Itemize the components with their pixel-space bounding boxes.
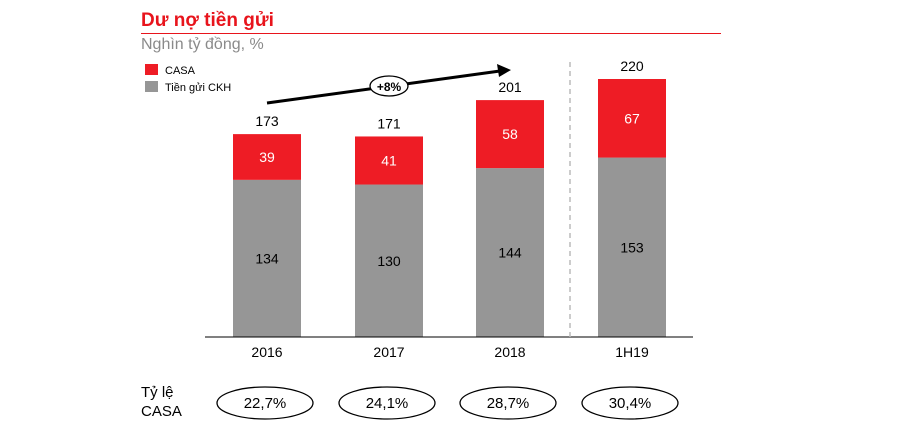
bar-segment <box>598 79 666 158</box>
title-rule <box>141 33 721 34</box>
chart-title: Dư nợ tiền gửi <box>141 10 274 31</box>
total-label: 201 <box>498 79 522 95</box>
bar-segment <box>598 157 666 337</box>
legend-label: Tiền gửi CKH <box>165 82 231 94</box>
bar-segment <box>476 100 544 169</box>
bar-segment <box>355 136 423 185</box>
segment-label: 58 <box>502 126 518 142</box>
ratio-ellipse <box>459 386 557 420</box>
segment-label: 41 <box>381 153 397 169</box>
total-label: 220 <box>620 58 644 74</box>
ratio-ellipse <box>581 386 679 420</box>
x-tick-label: 1H19 <box>615 344 649 360</box>
growth-bubble <box>369 75 409 97</box>
bar-segment <box>233 134 301 180</box>
ratio-label: Tỷ lệ <box>141 384 174 401</box>
bar-segment <box>233 179 301 337</box>
chart-subtitle: Nghìn tỷ đồng, % <box>141 36 264 53</box>
total-label: 171 <box>377 115 401 131</box>
legend-swatch <box>145 81 158 92</box>
total-label: 173 <box>255 113 279 129</box>
x-tick-label: 2018 <box>494 344 525 360</box>
segment-label: 144 <box>498 245 522 261</box>
segment-label: 67 <box>624 110 640 126</box>
ratio-value: 30,4% <box>609 395 652 412</box>
segment-label: 134 <box>255 250 279 266</box>
segment-label: 39 <box>259 149 275 165</box>
growth-label: +8% <box>377 80 402 94</box>
segment-label: 130 <box>377 253 401 269</box>
x-tick-label: 2016 <box>251 344 282 360</box>
bar-segment <box>355 184 423 337</box>
ratio-ellipse <box>216 386 314 420</box>
legend-swatch <box>145 64 158 75</box>
segment-label: 153 <box>620 239 644 255</box>
bar-segment <box>476 168 544 337</box>
legend-label: CASA <box>165 65 196 77</box>
ratio-label: CASA <box>141 403 182 420</box>
ratio-ellipse <box>338 386 436 420</box>
arrow-head <box>497 64 511 77</box>
ratio-value: 28,7% <box>487 395 530 412</box>
ratio-value: 24,1% <box>366 395 409 412</box>
x-tick-label: 2017 <box>373 344 404 360</box>
ratio-value: 22,7% <box>244 395 287 412</box>
